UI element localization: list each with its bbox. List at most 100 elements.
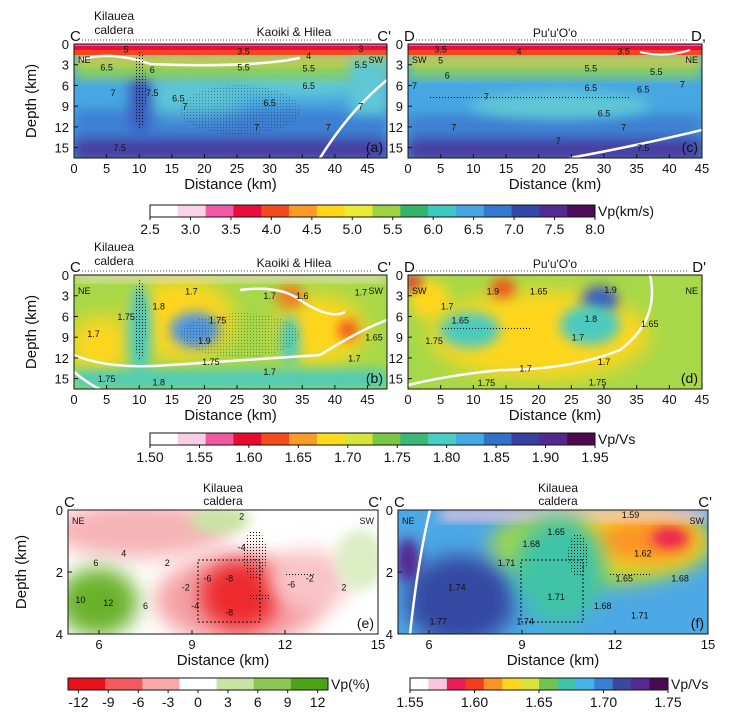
x-tick-label: 25	[230, 392, 244, 407]
colorbar-title: Vp(%)	[331, 676, 370, 692]
contour-label: 7	[412, 81, 417, 91]
y-tick-label: 12	[389, 120, 403, 135]
y-tick-label: 3	[62, 58, 69, 73]
contour-label: -4	[238, 542, 246, 552]
contour-label: 6.5	[585, 83, 598, 93]
contour-label: 7	[556, 136, 561, 146]
contour-label: 1.75	[589, 378, 607, 388]
direction-right-label: SW	[360, 516, 375, 526]
panel-e-field	[68, 510, 378, 634]
x-tick-label: 0	[404, 161, 411, 176]
x-tick-label: 5	[437, 161, 444, 176]
contour-label: 5.5	[237, 62, 250, 72]
colorbar-tick-label: 1.65	[525, 694, 552, 710]
x-tick-label: 20	[531, 161, 545, 176]
contour-label: 1.9	[604, 285, 617, 295]
contour-label: 6	[93, 558, 98, 568]
y-tick-label: 6	[62, 78, 69, 93]
colorbar-swatch	[68, 678, 106, 690]
x-tick-label: 30	[597, 392, 611, 407]
x-tick-label: 15	[499, 161, 513, 176]
contour-label: 7.5	[113, 143, 126, 153]
contour-label: 6	[150, 65, 155, 75]
panel-d-field	[408, 275, 702, 389]
contour-label: 1.7	[348, 353, 361, 363]
colorbar-tick-label: 12	[310, 694, 326, 710]
panel-e-axes: 6 9 12 15 0 2 4 Distance (km) Depth (km) C C' NE SW (…	[13, 481, 385, 669]
direction-left-label: SW	[412, 286, 427, 296]
colorbar-swatch	[594, 678, 614, 690]
colorbar-title: Vp/Vs	[598, 431, 635, 447]
colorbar-swatch	[179, 678, 218, 690]
colorbar-tick-label: 1.75	[384, 449, 411, 465]
colorbar-swatch	[142, 678, 180, 690]
y-tick-label: 0	[386, 503, 393, 518]
colorbar-swatch	[289, 205, 318, 217]
contour-label: 1.9	[487, 286, 500, 296]
contour-label: 6.5	[302, 81, 315, 91]
y-tick-label: 6	[62, 309, 69, 324]
colorbar-tick-label: 8.0	[585, 221, 605, 237]
contour-label: 3.5	[434, 44, 447, 54]
contour-label: 5	[438, 55, 443, 65]
panel-f-field	[398, 510, 708, 634]
x-tick-label: 40	[662, 392, 676, 407]
y-tick-label: 4	[386, 627, 393, 642]
x-tick-label: 45	[695, 392, 709, 407]
section-end-label: D,	[691, 28, 706, 45]
colorbar-swatch	[612, 678, 632, 690]
y-tick-label: 0	[396, 268, 403, 283]
x-tick-label: 45	[695, 161, 709, 176]
contour-label: 2	[341, 583, 346, 593]
panel-label: (c)	[682, 139, 698, 155]
y-tick-label: 0	[56, 503, 63, 518]
contour-label: 1.7	[519, 364, 532, 374]
colorbar-swatch	[455, 205, 485, 217]
contour-label: 1.68	[671, 573, 689, 583]
y-tick-label: 15	[55, 141, 69, 156]
contour-label: 1.71	[631, 611, 649, 621]
x-tick-label: 9	[518, 637, 525, 652]
colorbar-tick-label: 4.5	[302, 221, 322, 237]
colorbar-tick-label: 6	[254, 694, 262, 710]
contour-label: 3	[358, 44, 363, 54]
section-start-label: C	[394, 494, 405, 511]
colorbar-swatch	[446, 678, 466, 690]
contour-label: 4	[121, 549, 126, 559]
contour-label: 7	[680, 80, 685, 90]
colorbar-swatch	[400, 433, 429, 445]
colorbar-tick-label: 5.0	[343, 221, 363, 237]
x-tick-label: 30	[262, 392, 276, 407]
panel-label: (b)	[366, 370, 383, 386]
x-tick-label: 30	[597, 161, 611, 176]
colorbar-swatch	[465, 678, 485, 690]
colorbar-swatch	[233, 205, 262, 217]
x-tick-label: 0	[70, 392, 77, 407]
x-tick-label: 15	[165, 161, 179, 176]
colorbar-swatch	[253, 678, 292, 690]
contour-label: 1.65	[452, 315, 470, 325]
colorbar-swatch	[290, 678, 329, 690]
contour-label: 7	[182, 102, 187, 112]
colorbar-tick-label: 9	[284, 694, 292, 710]
colorbar-tick-label: 1.90	[532, 449, 559, 465]
colorbar-tick-label: 6.0	[423, 221, 443, 237]
panel-a-field	[74, 44, 387, 158]
contour-label: 6.5	[598, 109, 611, 119]
colorbar-swatch	[177, 433, 207, 445]
colorbar-swatch	[289, 433, 318, 445]
colorbar-swatch	[344, 433, 373, 445]
colorbar-tick-label: 1.65	[285, 449, 312, 465]
contour-label: 5.5	[650, 67, 663, 77]
panel-b-contour-labels: 1.7 1.7 1.6 1.7 1.8 1.75 1.7 1.75 1.9 1.75 1.7 1.7 1…	[87, 286, 382, 387]
y-axis-title: Depth (km)	[23, 295, 40, 369]
contour-label: -8	[225, 573, 233, 583]
colorbar-swatch	[344, 205, 373, 217]
panel-label: (a)	[366, 139, 383, 155]
contour-label: 3.5	[237, 46, 250, 56]
colorbar-swatch	[511, 433, 540, 445]
x-tick-label: 25	[564, 161, 578, 176]
